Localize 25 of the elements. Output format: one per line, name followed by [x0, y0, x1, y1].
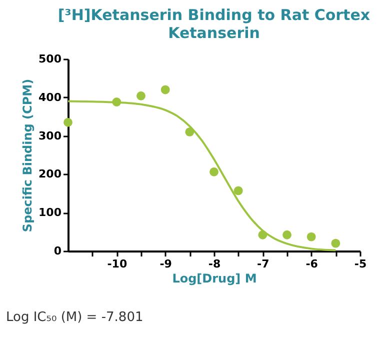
chart-title: [³H]Ketanserin Binding to Rat Cortex — [58, 6, 370, 24]
point — [331, 238, 340, 248]
x-axis-title: Log[Drug] M — [172, 272, 257, 286]
x-tick-label: -8 — [208, 258, 221, 270]
y-axis-title: Specific Binding (CPM) — [20, 78, 35, 232]
point — [136, 91, 146, 100]
chart-subtitle: Ketanserin — [168, 24, 260, 42]
point — [306, 232, 316, 242]
x-tick-label: -7 — [257, 258, 270, 270]
point — [234, 186, 243, 196]
point — [282, 230, 292, 240]
x-tick-label: -9 — [160, 258, 172, 270]
y-tick-label: 500 — [38, 52, 62, 66]
y-tick-label: 0 — [54, 244, 62, 258]
text: Log IC₅₀ (M) = -7.801 — [6, 310, 144, 325]
y-tick-label: 200 — [38, 168, 62, 181]
y-tick-label: 300 — [38, 129, 62, 142]
y-tick-label: 100 — [38, 206, 62, 220]
point — [160, 85, 170, 94]
point — [210, 167, 218, 176]
point — [64, 118, 72, 127]
x-tick-label: -5 — [354, 258, 367, 270]
x-tick-label: -6 — [306, 258, 318, 270]
y-tick-label: 400 — [38, 90, 62, 104]
x-tick-label: -10 — [107, 258, 128, 270]
